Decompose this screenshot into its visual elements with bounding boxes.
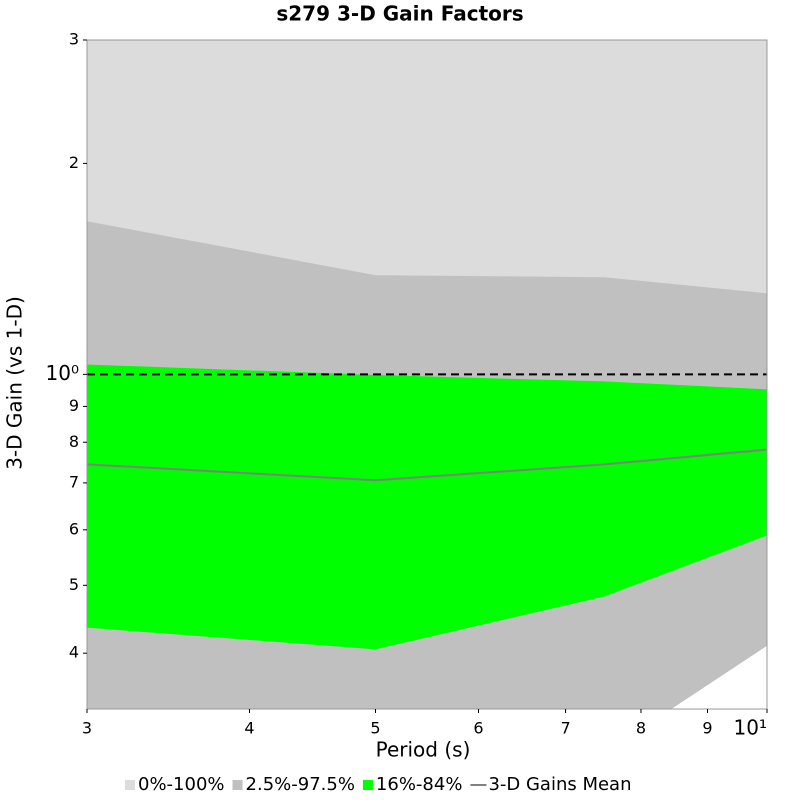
x-tick-label: 8 (636, 719, 646, 738)
y-tick-label: 8 (69, 432, 79, 451)
legend-label: 0%-100% (138, 774, 225, 795)
y-tick-label: 6 (69, 519, 79, 538)
x-tick-label: 7 (560, 719, 570, 738)
legend-label: 2.5%-97.5% (246, 774, 355, 795)
legend-swatch (125, 780, 135, 790)
y-tick-label: 3 (69, 30, 79, 49)
y-tick-label: 9 (69, 396, 79, 415)
x-tick-label: 6 (473, 719, 483, 738)
x-tick-label: 4 (244, 719, 254, 738)
legend-swatch (362, 780, 373, 790)
x-axis-label: Period (s) (376, 738, 471, 762)
y-tick-label: 7 (69, 472, 79, 491)
x-tick-label: 10¹ (734, 716, 767, 740)
y-tick-label: 5 (69, 575, 79, 594)
x-tick-label: 9 (702, 719, 712, 738)
legend-swatch (232, 780, 243, 790)
legend-label: 3-D Gains Mean (488, 774, 631, 795)
x-tick-label: 3 (82, 719, 92, 738)
y-tick-label: 2 (69, 153, 79, 172)
y-axis-label: 3-D Gain (vs 1-D) (3, 296, 27, 470)
x-tick-label: 5 (370, 719, 380, 738)
chart-title: s279 3-D Gain Factors (276, 2, 523, 26)
legend-label: 16%-84% (376, 774, 463, 795)
axes: 3 4 5 6 7 8 9 10¹ 4 5 6 7 8 9 10⁰ 2 3 (46, 30, 768, 740)
y-tick-label: 10⁰ (46, 361, 79, 385)
legend: 0%-100% 2.5%-97.5% 16%-84% 3-D Gains Mean (125, 774, 632, 795)
plot-area (87, 40, 767, 709)
mean-line (87, 448, 767, 482)
y-tick-label: 4 (69, 643, 79, 662)
band (87, 364, 767, 650)
